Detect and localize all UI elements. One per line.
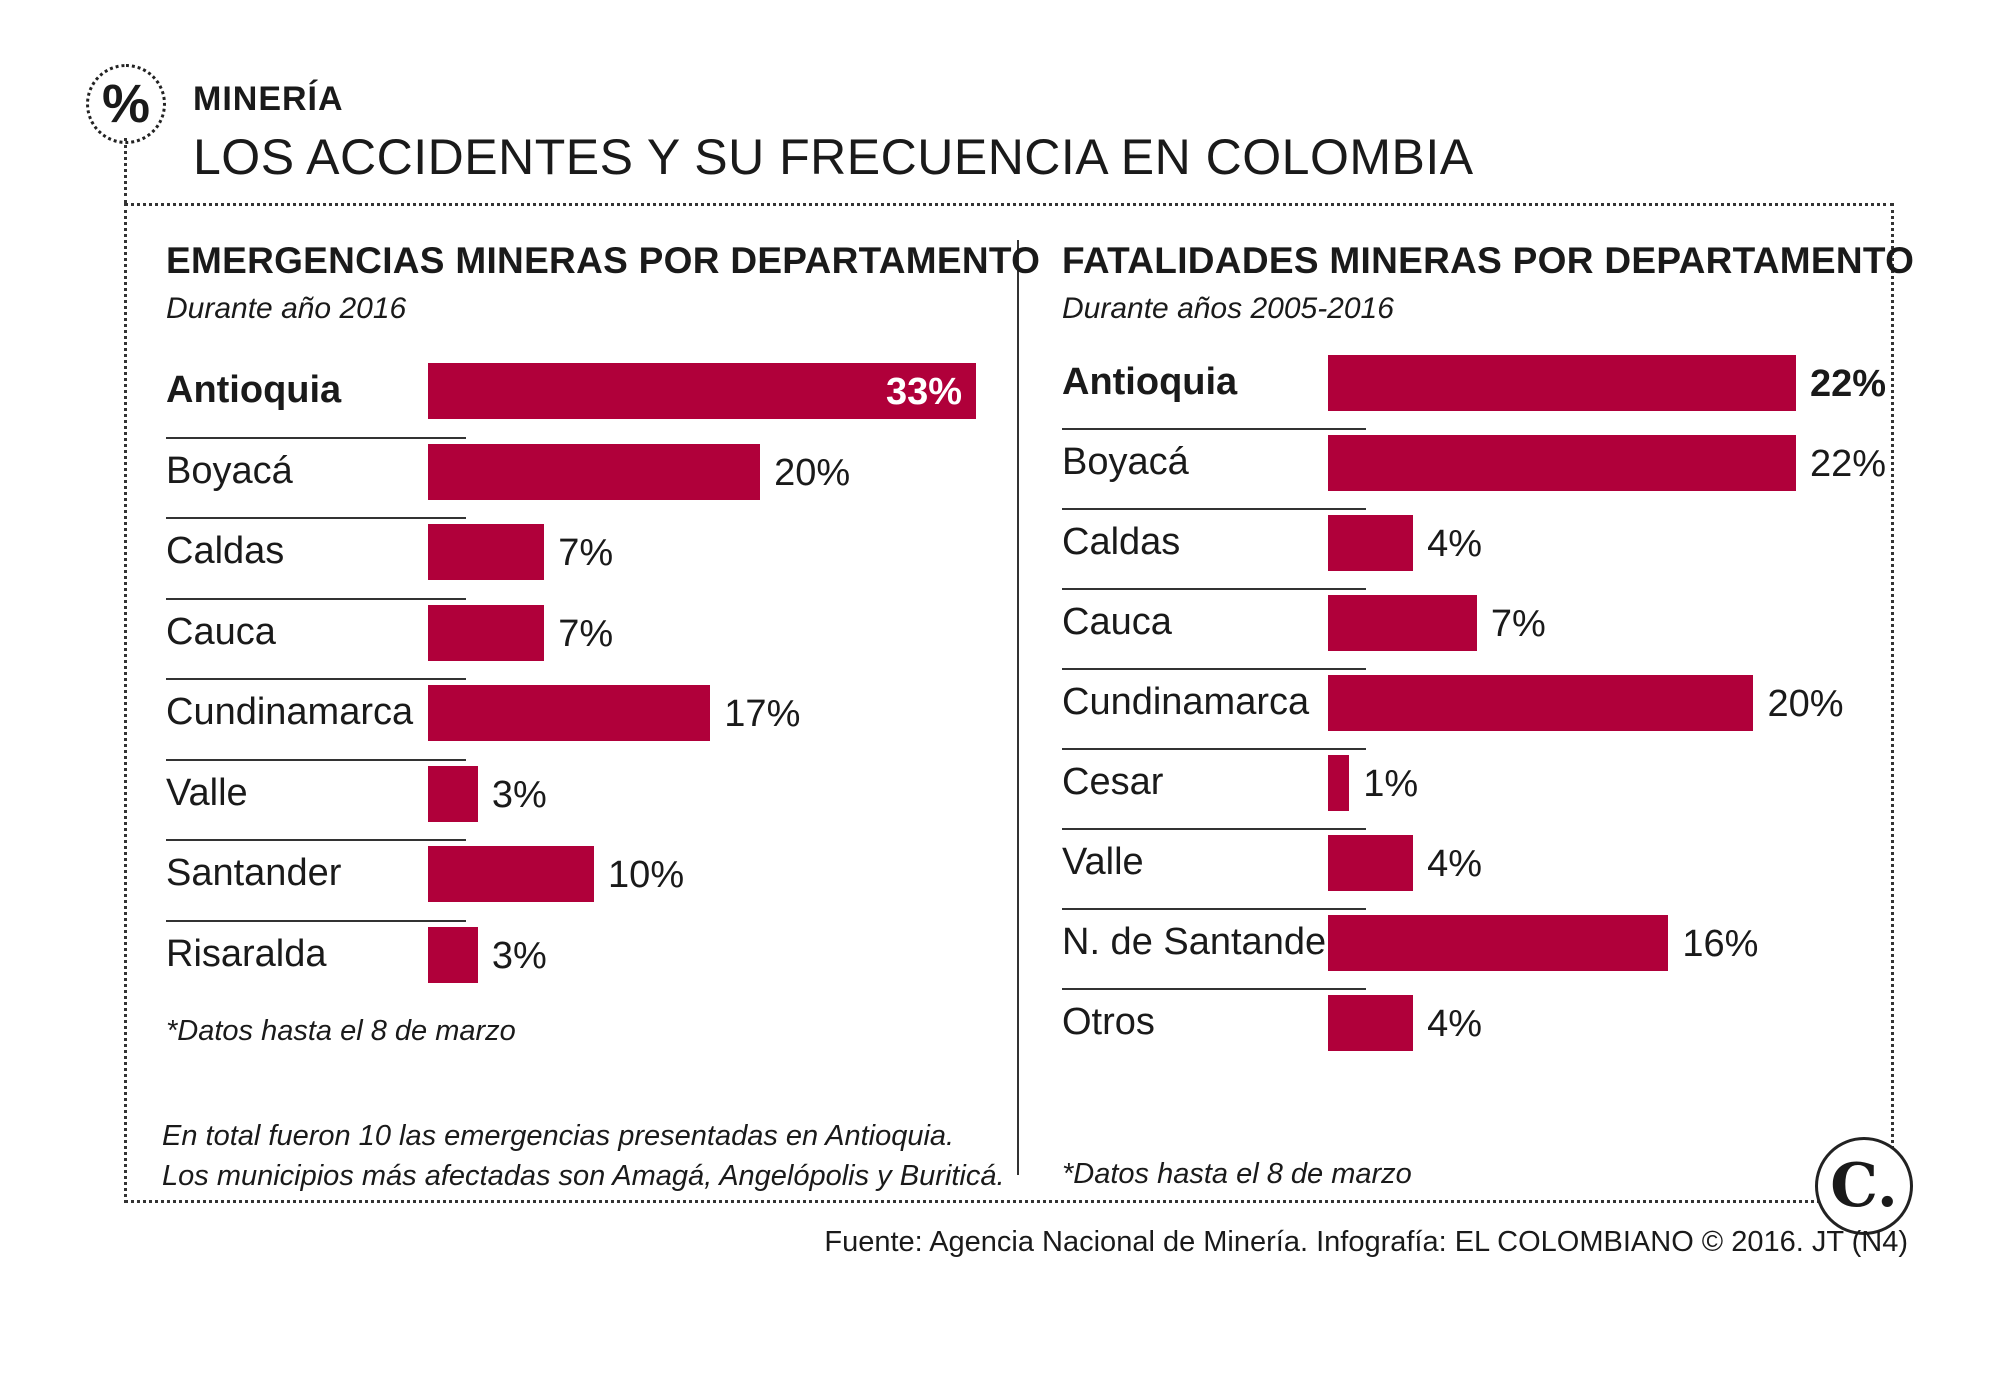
row-separator bbox=[1062, 668, 1366, 670]
left-note-line-1: En total fueron 10 las emergencias prese… bbox=[162, 1120, 955, 1152]
row-separator bbox=[166, 678, 466, 680]
bar bbox=[1328, 595, 1477, 651]
category-label: Boyacá bbox=[1062, 441, 1189, 483]
value-label: 3% bbox=[491, 934, 547, 977]
category-label: Antioquia bbox=[166, 369, 342, 411]
category-label: Risaralda bbox=[166, 932, 327, 975]
right-footnote: *Datos hasta el 8 de marzo bbox=[1062, 1158, 1412, 1190]
category-label: Caldas bbox=[1062, 521, 1181, 563]
row-separator bbox=[1062, 908, 1366, 910]
category-label: Caldas bbox=[166, 530, 285, 572]
value-label: 22% bbox=[1810, 443, 1887, 485]
category-label: Cundinamarca bbox=[1062, 681, 1310, 723]
category-label: Cesar bbox=[1062, 761, 1164, 803]
value-label: 4% bbox=[1427, 523, 1482, 565]
category-label: Cauca bbox=[166, 610, 276, 653]
dotted-leader bbox=[124, 138, 127, 203]
panel-divider bbox=[1017, 240, 1019, 1175]
bar bbox=[428, 765, 478, 822]
value-label: 3% bbox=[491, 773, 547, 816]
row-separator bbox=[166, 597, 466, 600]
value-label: 1% bbox=[1363, 763, 1419, 805]
value-label: 20% bbox=[774, 451, 851, 494]
row-separator bbox=[166, 839, 466, 841]
value-label: 7% bbox=[558, 612, 614, 655]
page-title: LOS ACCIDENTES Y SU FRECUENCIA EN COLOMB… bbox=[193, 129, 1474, 185]
bar bbox=[1328, 435, 1796, 491]
left-footnote: *Datos hasta el 8 de marzo bbox=[166, 1015, 516, 1047]
bar bbox=[1328, 755, 1350, 811]
brand-logo: C. bbox=[1815, 1137, 1913, 1235]
row-separator bbox=[166, 436, 466, 439]
bar bbox=[428, 524, 545, 580]
value-label: 16% bbox=[1682, 923, 1759, 965]
value-label: 4% bbox=[1427, 1003, 1482, 1045]
row-separator bbox=[166, 919, 466, 922]
value-label: 10% bbox=[608, 854, 685, 896]
chart-frame bbox=[124, 203, 1894, 1203]
bar bbox=[1328, 995, 1414, 1051]
value-label: 7% bbox=[1490, 603, 1546, 645]
bar bbox=[428, 443, 761, 500]
row-separator bbox=[1062, 988, 1366, 990]
row-separator bbox=[1062, 748, 1366, 750]
value-label: 4% bbox=[1427, 843, 1482, 885]
bar bbox=[1328, 515, 1414, 571]
category-label: Valle bbox=[166, 771, 248, 814]
category-label: Antioquia bbox=[1062, 361, 1238, 403]
left-chart-title: EMERGENCIAS MINERAS POR DEPARTAMENTO bbox=[166, 240, 1041, 281]
category-label: Cundinamarca bbox=[166, 691, 414, 733]
category-label: Boyacá bbox=[166, 449, 293, 492]
bar bbox=[1328, 915, 1669, 971]
category-label: Cauca bbox=[1062, 601, 1172, 643]
row-separator bbox=[1062, 428, 1366, 430]
source-credit: Fuente: Agencia Nacional de Minería. Inf… bbox=[824, 1226, 1908, 1258]
category-label: Valle bbox=[1062, 841, 1144, 883]
bar bbox=[428, 363, 976, 419]
value-label: 20% bbox=[1767, 683, 1844, 725]
row-separator bbox=[1062, 508, 1366, 510]
value-label: 33% bbox=[886, 371, 963, 413]
bar bbox=[428, 926, 478, 983]
bar bbox=[428, 685, 711, 741]
category-label: Santander bbox=[166, 852, 342, 894]
right-chart-title: FATALIDADES MINERAS POR DEPARTAMENTO bbox=[1062, 240, 1915, 281]
bar bbox=[1328, 835, 1414, 891]
category-label: Otros bbox=[1062, 1001, 1155, 1043]
bar bbox=[1328, 675, 1754, 731]
section-tag: MINERÍA bbox=[193, 80, 344, 118]
bar bbox=[428, 846, 595, 902]
left-note-line-2: Los municipios más afectadas son Amagá, … bbox=[162, 1160, 1005, 1192]
right-chart-subtitle: Durante años 2005-2016 bbox=[1062, 292, 1394, 325]
row-separator bbox=[1062, 588, 1366, 590]
bar bbox=[1328, 355, 1796, 411]
row-separator bbox=[166, 517, 466, 519]
value-label: 7% bbox=[558, 532, 614, 574]
left-chart-subtitle: Durante año 2016 bbox=[166, 292, 407, 325]
category-label: N. de Santander bbox=[1062, 921, 1339, 963]
value-label: 22% bbox=[1810, 363, 1887, 405]
percent-icon: % bbox=[86, 64, 166, 144]
value-label: 17% bbox=[724, 693, 801, 735]
bar bbox=[428, 604, 545, 661]
row-separator bbox=[1062, 828, 1366, 830]
row-separator bbox=[166, 758, 466, 761]
